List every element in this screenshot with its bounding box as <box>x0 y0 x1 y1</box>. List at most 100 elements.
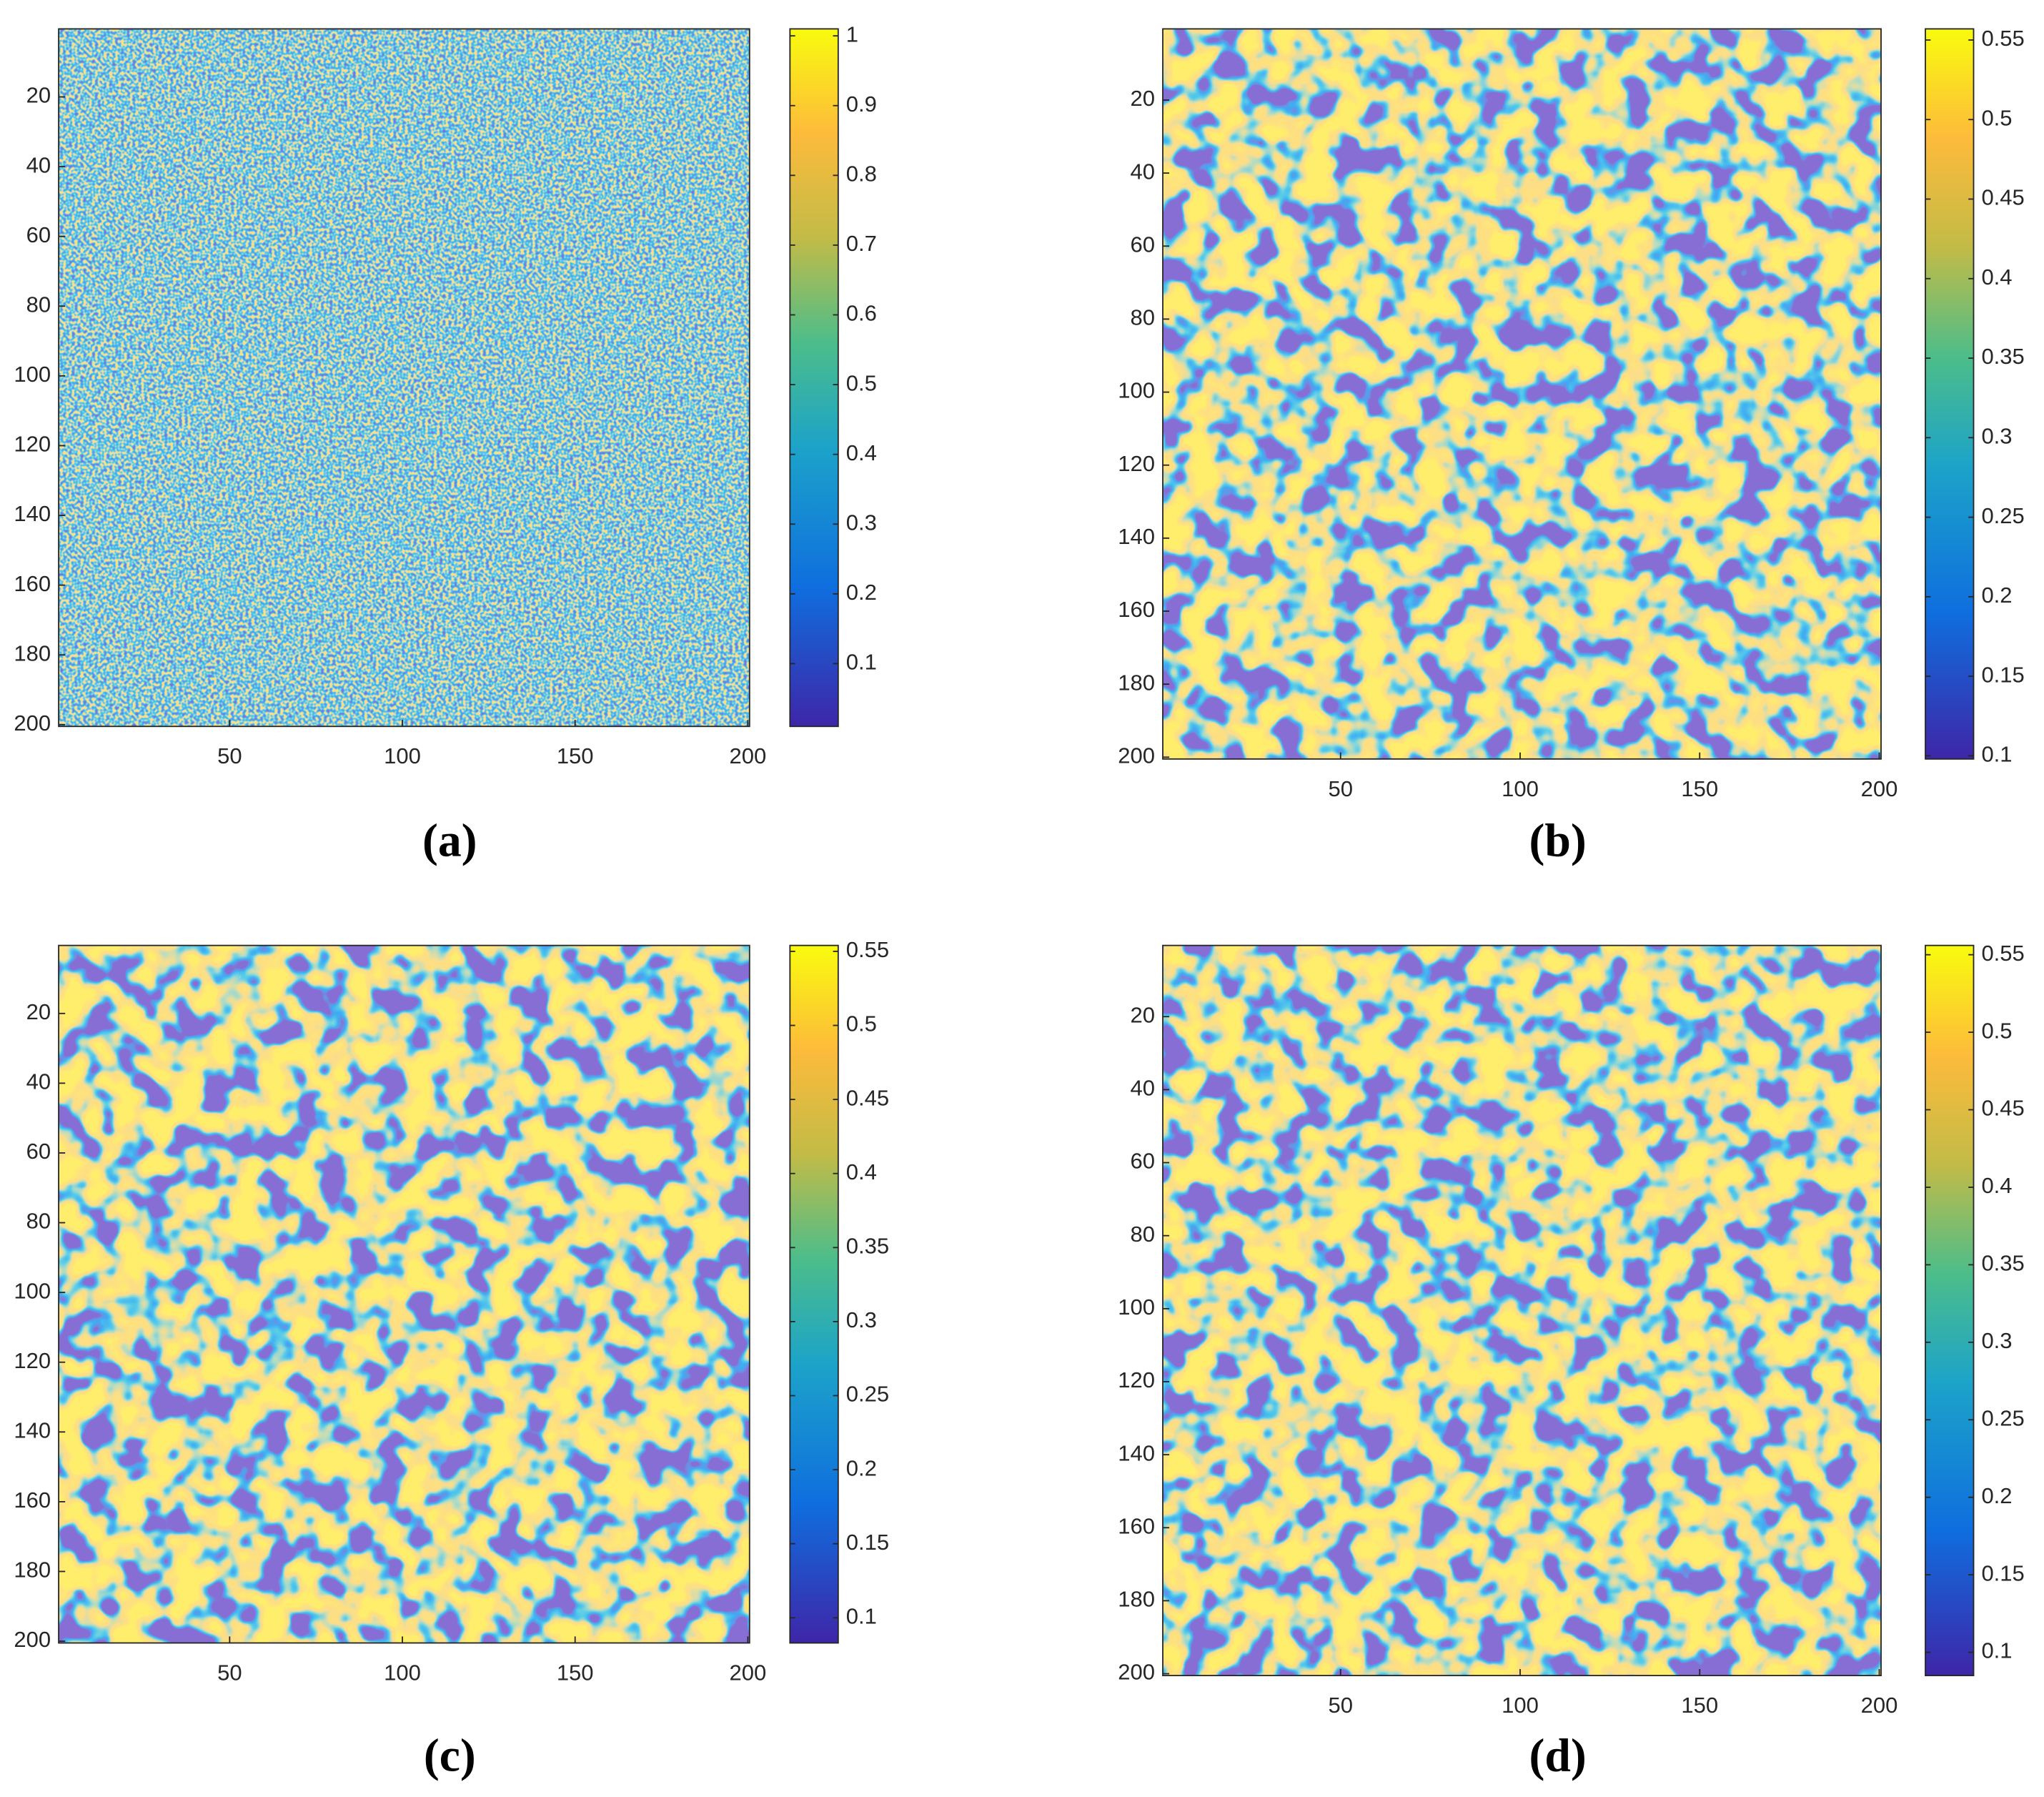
y-tick-label: 160 <box>1118 1513 1155 1538</box>
heatmap-image <box>59 945 750 1643</box>
colorbar-tick-label: 0.1 <box>1981 742 2012 767</box>
colorbar-tick-label: 0.4 <box>846 440 877 465</box>
x-tick-label: 150 <box>557 1660 594 1685</box>
y-tick-label: 40 <box>26 1069 51 1094</box>
y-tick-label: 60 <box>26 222 51 247</box>
y-tick-label: 180 <box>14 640 51 665</box>
colorbar-tick-label: 0.5 <box>1981 1018 2012 1043</box>
colorbar-tick-label: 0.45 <box>1981 1096 2024 1121</box>
heatmap-image <box>1162 945 1882 1676</box>
x-tick-label: 200 <box>1861 1693 1898 1718</box>
y-tick-label: 20 <box>26 999 51 1024</box>
colorbar-tick-label: 0.15 <box>1981 1560 2024 1585</box>
colorbar-tick-label: 0.4 <box>846 1159 877 1184</box>
panel-label: (c) <box>424 1730 476 1782</box>
x-tick-label: 100 <box>384 743 421 768</box>
y-tick-label: 40 <box>26 152 51 177</box>
colorbar-tick-label: 0.5 <box>846 370 877 395</box>
colorbar-tick-label: 0.6 <box>846 301 877 326</box>
colorbar-tick-label: 1 <box>846 21 858 46</box>
x-tick-label: 150 <box>557 743 594 768</box>
y-tick-label: 100 <box>14 362 51 387</box>
x-tick-label: 200 <box>1861 776 1898 801</box>
colorbar-tick-label: 0.45 <box>1981 185 2024 210</box>
colorbar <box>1925 944 1975 1677</box>
y-tick-label: 160 <box>14 571 51 596</box>
x-tick-label: 200 <box>730 1660 767 1685</box>
colorbar-tick-label: 0.3 <box>846 510 877 535</box>
colorbar-tick-label: 0.25 <box>1981 1405 2024 1430</box>
y-tick-label: 80 <box>1131 305 1155 330</box>
y-tick-label: 200 <box>14 1627 51 1652</box>
colorbar-tick-label: 0.45 <box>846 1085 889 1110</box>
y-tick-label: 200 <box>1118 1660 1155 1685</box>
y-tick-label: 140 <box>1118 1440 1155 1465</box>
colorbar-tick-label: 0.35 <box>1981 1251 2024 1276</box>
y-tick-label: 100 <box>1118 378 1155 403</box>
x-tick-label: 150 <box>1681 776 1718 801</box>
y-tick-label: 80 <box>1131 1222 1155 1247</box>
heatmap-image <box>1162 29 1882 759</box>
y-tick-label: 60 <box>26 1139 51 1164</box>
axes-frame <box>1162 944 1882 1677</box>
colorbar-tick-label: 0.2 <box>846 1455 877 1480</box>
y-tick-label: 80 <box>26 292 51 317</box>
heatmap-image <box>59 29 750 727</box>
x-tick-label: 150 <box>1681 1693 1718 1718</box>
y-tick-label: 120 <box>14 432 51 457</box>
colorbar-tick-label: 0.2 <box>846 580 877 605</box>
axes-frame <box>58 944 750 1644</box>
colorbar-tick-label: 0.2 <box>1981 1483 2012 1508</box>
colorbar-tick-label: 0.1 <box>1981 1638 2012 1663</box>
y-tick-label: 100 <box>14 1278 51 1303</box>
y-tick-label: 20 <box>1131 1002 1155 1027</box>
x-tick-label: 100 <box>384 1660 421 1685</box>
y-tick-label: 60 <box>1131 232 1155 257</box>
colorbar-tick-label: 0.15 <box>1981 662 2024 687</box>
y-tick-label: 160 <box>1118 597 1155 622</box>
colorbar-tick-label: 0.8 <box>846 162 877 187</box>
y-tick-label: 120 <box>14 1348 51 1373</box>
x-tick-label: 50 <box>217 1660 242 1685</box>
x-tick-label: 100 <box>1502 776 1539 801</box>
y-tick-label: 40 <box>1131 159 1155 184</box>
colorbar-tick-label: 0.15 <box>846 1530 889 1555</box>
y-tick-label: 20 <box>26 83 51 108</box>
y-tick-label: 120 <box>1118 1367 1155 1392</box>
colorbar <box>789 944 839 1644</box>
y-tick-label: 140 <box>14 1417 51 1442</box>
colorbar-tick-label: 0.2 <box>1981 583 2012 608</box>
y-tick-label: 140 <box>14 501 51 526</box>
y-tick-label: 180 <box>1118 670 1155 695</box>
colorbar-tick-label: 0.35 <box>1981 344 2024 369</box>
colorbar-tick-label: 0.3 <box>846 1307 877 1332</box>
y-tick-label: 40 <box>1131 1076 1155 1101</box>
colorbar-tick-label: 0.4 <box>1981 264 2012 289</box>
panel-label: (a) <box>422 814 477 866</box>
colorbar-tick-label: 0.55 <box>1981 941 2024 966</box>
colorbar-tick-label: 0.4 <box>1981 1173 2012 1198</box>
colorbar-tick-label: 0.9 <box>846 91 877 117</box>
y-tick-label: 120 <box>1118 451 1155 476</box>
axes-frame <box>58 28 750 728</box>
colorbar-tick-label: 0.3 <box>1981 1328 2012 1353</box>
colorbar-tick-label: 0.55 <box>1981 26 2024 51</box>
x-tick-label: 50 <box>217 743 242 768</box>
colorbar-tick-label: 0.25 <box>1981 503 2024 528</box>
colorbar-tick-label: 0.5 <box>846 1011 877 1036</box>
colorbar-tick-label: 0.7 <box>846 231 877 256</box>
x-tick-label: 50 <box>1328 776 1352 801</box>
x-tick-label: 100 <box>1502 1693 1539 1718</box>
y-tick-label: 140 <box>1118 524 1155 549</box>
colorbar <box>1925 28 1975 760</box>
y-tick-label: 80 <box>26 1209 51 1234</box>
x-tick-label: 200 <box>730 743 767 768</box>
y-tick-label: 200 <box>1118 743 1155 768</box>
y-tick-label: 180 <box>14 1558 51 1583</box>
x-tick-label: 50 <box>1328 1693 1352 1718</box>
colorbar-tick-label: 0.55 <box>846 937 889 962</box>
colorbar-tick-label: 0.25 <box>846 1382 889 1407</box>
colorbar-tick-label: 0.35 <box>846 1234 889 1259</box>
